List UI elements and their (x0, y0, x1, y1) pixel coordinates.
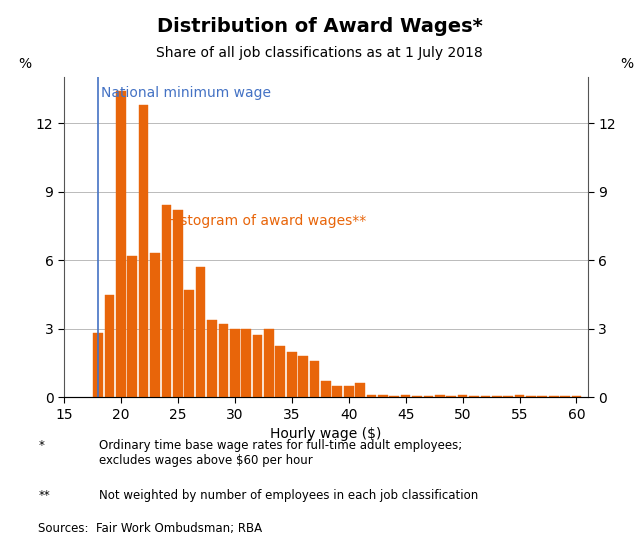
Bar (207, 320, 217, 397)
Text: %: % (620, 57, 634, 71)
Bar (105, 295, 114, 397)
Bar (560, 396, 570, 397)
Bar (116, 91, 126, 397)
Bar (139, 105, 148, 397)
Bar (537, 396, 547, 397)
Bar (185, 290, 194, 397)
Text: %: % (18, 57, 31, 71)
Bar (127, 256, 137, 397)
Bar (242, 329, 251, 397)
Bar (378, 395, 388, 397)
Text: Sources:  Fair Work Ombudsman; RBA: Sources: Fair Work Ombudsman; RBA (38, 522, 263, 535)
Bar (526, 396, 535, 397)
Bar (287, 352, 296, 397)
Bar (458, 395, 467, 397)
Bar (93, 333, 103, 397)
Bar (424, 396, 433, 397)
Bar (298, 356, 308, 397)
Bar (367, 395, 376, 397)
Bar (401, 395, 410, 397)
Bar (252, 335, 263, 397)
Bar (332, 386, 342, 397)
Bar (389, 396, 399, 397)
Text: Ordinary time base wage rates for full-time adult employees;
excludes wages abov: Ordinary time base wage rates for full-t… (99, 439, 462, 467)
Bar (219, 324, 228, 397)
Bar (412, 396, 422, 397)
Bar (275, 346, 285, 397)
Text: *: * (38, 439, 44, 452)
Bar (469, 396, 479, 397)
Bar (355, 383, 365, 397)
Bar (264, 329, 273, 397)
Text: National minimum wage: National minimum wage (102, 87, 272, 100)
Bar (514, 395, 525, 397)
Text: Share of all job classifications as at 1 July 2018: Share of all job classifications as at 1… (156, 46, 483, 60)
Bar (504, 396, 513, 397)
Bar (230, 329, 240, 397)
Bar (150, 253, 160, 397)
Bar (310, 361, 320, 397)
Bar (435, 395, 445, 397)
Bar (344, 386, 353, 397)
Bar (447, 396, 456, 397)
Bar (481, 396, 490, 397)
Bar (549, 396, 558, 397)
Bar (572, 396, 581, 397)
Bar (492, 396, 502, 397)
Text: **: ** (38, 489, 50, 502)
Bar (173, 210, 183, 397)
Bar (321, 381, 331, 397)
Text: Histogram of award wages**: Histogram of award wages** (166, 215, 367, 229)
Text: Not weighted by number of employees in each job classification: Not weighted by number of employees in e… (99, 489, 479, 502)
Bar (196, 267, 205, 397)
X-axis label: Hourly wage ($): Hourly wage ($) (270, 427, 381, 442)
Text: Distribution of Award Wages*: Distribution of Award Wages* (157, 17, 482, 35)
Bar (162, 205, 171, 397)
